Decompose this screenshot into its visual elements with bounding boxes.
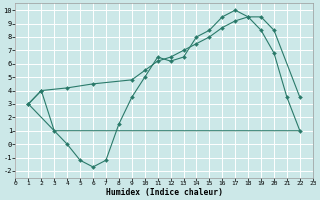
X-axis label: Humidex (Indice chaleur): Humidex (Indice chaleur) [106,188,223,197]
